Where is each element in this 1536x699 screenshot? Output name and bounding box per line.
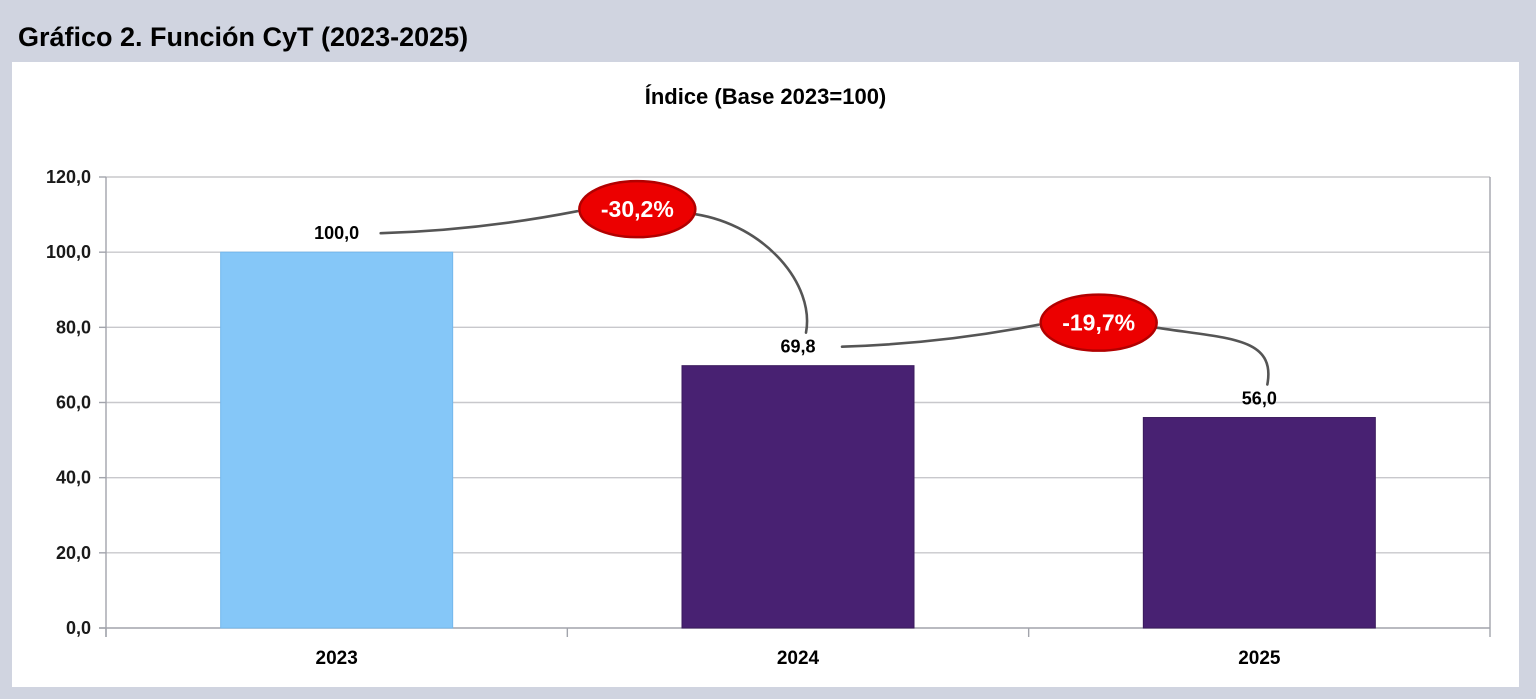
y-tick-label: 40,0 [56,468,91,488]
bar-2023 [220,251,454,629]
annotation-connector [379,209,579,235]
bar-value-label: 100,0 [314,223,359,243]
y-tick-label: 0,0 [66,618,91,638]
annotation-connector [840,323,1040,348]
annotation-label: -30,2% [601,196,674,222]
annotation-connector [1155,326,1270,386]
bar-2024 [681,365,915,629]
annotation-ellipse [578,179,697,239]
bar-2025 [1142,417,1376,629]
x-tick-label: 2023 [316,648,358,669]
y-tick-label: 100,0 [46,242,91,262]
y-tick-label: 120,0 [46,167,91,187]
bar-value-label: 56,0 [1242,389,1277,409]
annotation-connector [694,212,809,334]
y-tick-label: 60,0 [56,393,91,413]
bar-value-label: 69,8 [780,337,815,357]
x-tick-label: 2025 [1238,648,1281,669]
figure-title: Gráfico 2. Función CyT (2023-2025) [18,22,469,52]
y-tick-label: 80,0 [56,317,91,337]
chart-title: Índice (Base 2023=100) [644,84,887,109]
x-tick-label: 2024 [777,648,820,669]
annotation-label: -19,7% [1062,310,1135,336]
y-tick-label: 20,0 [56,543,91,563]
annotation-ellipse [1039,293,1158,352]
